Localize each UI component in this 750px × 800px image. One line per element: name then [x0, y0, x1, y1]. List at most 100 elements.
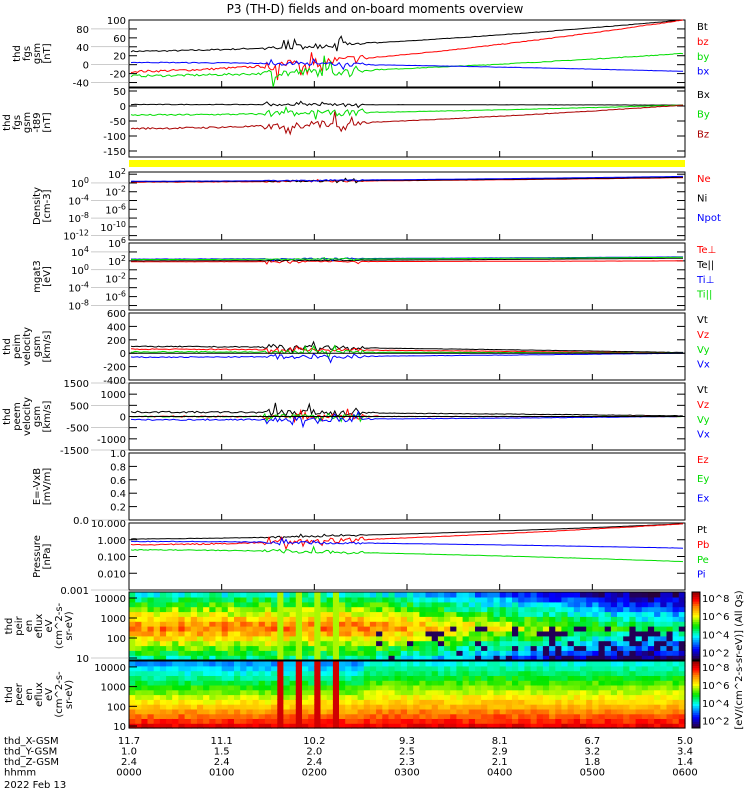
spectrogram-cell: [604, 592, 612, 598]
panel-1: [128, 87, 686, 158]
spectrogram-cell: [302, 626, 309, 632]
spectrogram-cell: [166, 708, 173, 715]
spectrogram-cell: [549, 630, 556, 637]
spectrogram-cell: [573, 630, 581, 637]
spectrogram-cell: [277, 630, 285, 637]
x-tick-label: 0600: [672, 768, 697, 779]
spectrogram-cell: [184, 655, 192, 661]
spectrogram-cell: [512, 661, 519, 667]
spectrogram-cell: [215, 689, 223, 696]
spectrogram-cell: [153, 661, 161, 667]
spectrogram-cell: [246, 640, 254, 647]
spectrogram-cell: [444, 661, 451, 667]
spectrogram-cell: [475, 694, 482, 700]
spectrogram-cell: [302, 694, 309, 700]
spectrogram-cell: [623, 606, 630, 613]
spectrogram-cell: [623, 708, 630, 715]
spectrogram-cell: [215, 611, 223, 617]
spectrogram-cell: [209, 680, 217, 686]
spectrogram-cell: [450, 699, 457, 705]
spectrogram-cell: [647, 684, 655, 691]
spectrogram-cell: [512, 718, 519, 724]
spectrogram-cell: [635, 708, 643, 715]
spectrogram-cell: [555, 606, 563, 613]
spectrogram-cell: [462, 684, 470, 691]
spectrogram-cell: [221, 630, 229, 637]
spectrogram-cell: [505, 596, 513, 603]
spectrogram-cell: [339, 689, 346, 696]
spectrogram-cell: [629, 665, 637, 672]
spectrogram-cell: [549, 699, 556, 705]
spectrogram-cell: [598, 635, 606, 642]
spectrogram-cell: [660, 680, 668, 686]
spectrogram-cell: [264, 596, 272, 603]
spectrogram-cell: [277, 626, 285, 632]
spectrogram-cell: [635, 596, 643, 603]
spectrogram-cell: [190, 626, 198, 632]
spectrogram-cell: [283, 665, 291, 672]
spectrogram-cell: [647, 661, 655, 667]
spectrogram-cell: [184, 596, 192, 603]
spectrogram-cell: [518, 665, 525, 672]
panel-7: [128, 522, 686, 591]
spectrogram-cell: [654, 694, 661, 700]
spectrogram-cell: [141, 680, 149, 686]
spectrogram-cell: [518, 601, 525, 608]
spectrogram-cell: [437, 675, 445, 681]
spectrogram-cell: [437, 694, 445, 700]
spectrogram-cell: [493, 626, 501, 632]
spectrogram-cell: [542, 611, 550, 617]
y-tick-label: 100: [107, 16, 126, 27]
spectrogram-cell: [289, 689, 297, 696]
spectrogram-cell: [518, 635, 525, 642]
spectrogram-cell: [178, 723, 186, 729]
spectrogram-cell: [549, 650, 556, 656]
spectrogram-cell: [407, 713, 414, 719]
spectrogram-cell: [407, 645, 414, 651]
spectrogram-cell: [376, 699, 383, 705]
spectrogram-cell: [400, 606, 408, 613]
spectrogram-cell: [376, 723, 383, 729]
y-tick-label: 10-2: [105, 185, 126, 199]
spectrogram-cell: [129, 596, 136, 603]
spectrogram-cell: [400, 621, 408, 627]
series-Vx: [130, 410, 683, 429]
spectrogram-cell: [542, 661, 550, 667]
spectrogram-cell: [573, 684, 581, 691]
spectrogram-cell: [246, 713, 254, 719]
spectrogram-cell: [586, 601, 593, 608]
spectrogram-cell: [258, 621, 266, 627]
spectrogram-cell: [376, 640, 383, 647]
spectrogram-cell: [629, 640, 637, 647]
spectrogram-cell: [215, 694, 223, 700]
spectrogram-cell: [147, 650, 155, 656]
spectrogram-cell: [518, 684, 525, 691]
spectrogram-cell: [450, 596, 457, 603]
spectrogram-cell: [437, 708, 445, 715]
spectrogram-cell: [271, 684, 278, 691]
spectrogram-cell: [203, 694, 210, 700]
spectrogram-cell: [172, 689, 179, 696]
y-tick-label: 400: [107, 322, 126, 333]
spectrogram-cell: [394, 601, 402, 608]
spectrogram-cell: [437, 650, 445, 656]
y-tick-label: 10-4: [68, 194, 89, 208]
spectrogram-cell: [252, 689, 260, 696]
colorbar-cell: [692, 687, 700, 691]
spectrogram-cell: [277, 621, 285, 627]
spectrogram-cell: [567, 601, 575, 608]
spectrogram-cell: [363, 601, 371, 608]
spectrogram-cell: [462, 713, 470, 719]
spectrogram-cell: [617, 723, 624, 729]
spectrogram-cell: [647, 626, 655, 632]
spectrogram-cell: [153, 611, 161, 617]
spectrogram-cell: [629, 650, 637, 656]
spectrogram-cell: [672, 626, 680, 632]
spectrogram-cell: [129, 684, 136, 691]
spectrogram-cell: [462, 723, 470, 729]
spectrogram-cell: [475, 611, 482, 617]
y-tick-label: -50: [110, 117, 126, 128]
spectrogram-cell: [499, 665, 507, 672]
spectrogram-cell: [481, 694, 488, 700]
series-Vx: [130, 352, 683, 364]
